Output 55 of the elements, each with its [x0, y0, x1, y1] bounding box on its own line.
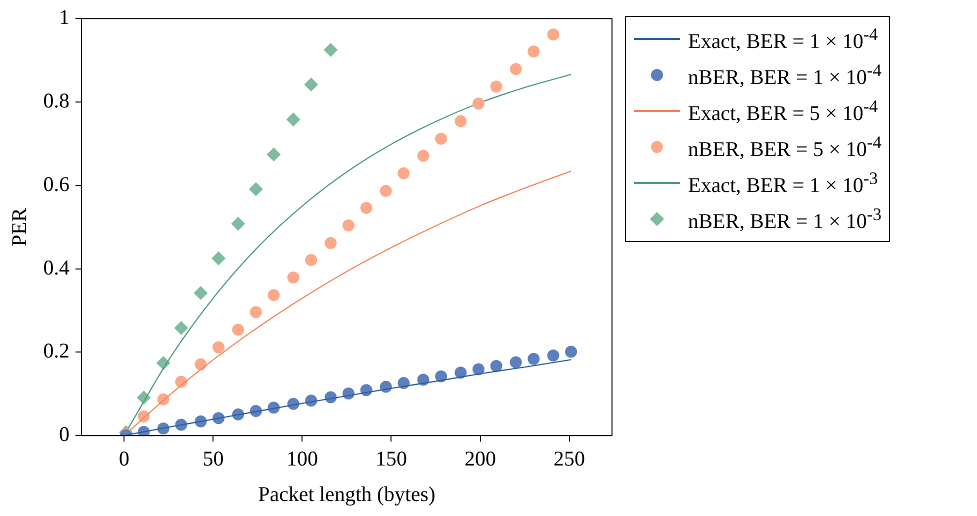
legend-label: Exact, BER = 1 × 10$^{-4}$ [688, 24, 878, 54]
x-axis-title: Packet length (bytes) [258, 482, 436, 506]
y-tick-label: 0 [58, 422, 70, 446]
point [565, 346, 578, 358]
point [360, 202, 372, 214]
x-tick-label: 0 [118, 446, 130, 471]
point [324, 42, 338, 57]
point [250, 306, 262, 318]
point [174, 321, 188, 336]
point [342, 219, 355, 232]
point [231, 216, 246, 231]
point [398, 167, 410, 180]
y-tick-label: 0.6 [43, 172, 70, 196]
legend-label: nBER, BER = 1 × 10$^{-4}$ [688, 60, 882, 90]
legend-label: nBER, BER = 1 × 10$^{-3}$ [688, 204, 882, 234]
point [194, 286, 208, 300]
y-axis-title: PER [7, 208, 32, 246]
point [490, 360, 502, 372]
y-tick-label: 1 [58, 5, 70, 30]
legend-label: Exact, BER = 1 × 10$^{-3}$ [688, 168, 878, 198]
point [266, 148, 281, 162]
point [435, 132, 448, 145]
point [547, 350, 560, 362]
point [268, 289, 280, 302]
y-tick-label: 0.8 [43, 88, 70, 113]
x-tick-label: 200 [464, 446, 496, 471]
x-tick-label: 150 [375, 446, 407, 471]
point [287, 272, 300, 284]
point [454, 115, 467, 128]
point [510, 63, 522, 76]
point [454, 366, 467, 379]
point [547, 28, 560, 40]
point [472, 98, 484, 110]
point [417, 150, 430, 162]
legend-label: nBER, BER = 5 × 10$^{-4}$ [688, 132, 882, 162]
point [324, 236, 337, 249]
point [304, 77, 318, 92]
x-tick-label: 50 [202, 446, 224, 471]
point [380, 184, 392, 197]
point [212, 341, 225, 354]
point [232, 324, 244, 336]
point [510, 356, 522, 368]
point [305, 254, 318, 266]
x-tick-label: 100 [286, 446, 318, 471]
point [472, 363, 484, 376]
point [212, 251, 226, 266]
point [248, 182, 263, 196]
legend-label: Exact, BER = 5 × 10$^{-4}$ [688, 96, 878, 126]
y-tick-label: 0.2 [43, 338, 70, 363]
y-tick-label: 0.4 [43, 255, 70, 280]
point [286, 112, 300, 127]
point [528, 352, 540, 365]
point [490, 80, 502, 93]
x-tick-label: 250 [554, 446, 586, 471]
point [528, 46, 540, 58]
